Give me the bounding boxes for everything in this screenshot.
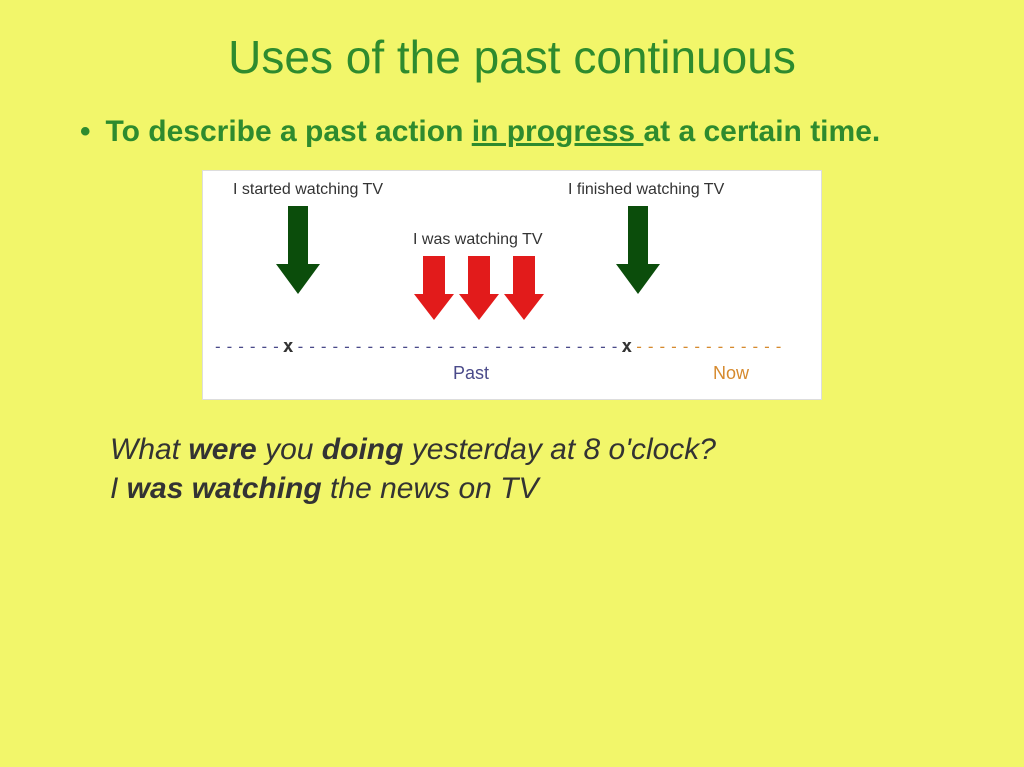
arrow-end-body [628, 206, 648, 264]
example-line-2: I was watching the news on TV [80, 469, 944, 508]
bullet-pre: To describe a past action [106, 115, 472, 148]
arrow-start-head [276, 264, 320, 294]
bullet-marker: • [80, 114, 91, 150]
red-arrow-3-head [504, 294, 544, 320]
red-arrow-2-head [459, 294, 499, 320]
label-start: I started watching TV [233, 181, 383, 199]
bullet-underlined: in progress [472, 115, 644, 148]
timeline-axis: ------x----------------------------x----… [213, 336, 811, 357]
example-line-1: What were you doing yesterday at 8 o'clo… [80, 430, 944, 469]
now-label: Now [713, 363, 749, 384]
red-arrow-3-body [513, 256, 535, 294]
past-label: Past [453, 363, 489, 384]
label-mid: I was watching TV [413, 231, 543, 249]
slide-title: Uses of the past continuous [80, 30, 944, 84]
bullet-post: at a certain time. [643, 115, 880, 148]
arrow-end-head [616, 264, 660, 294]
arrow-start-body [288, 206, 308, 264]
red-arrow-1-body [423, 256, 445, 294]
bullet-text: To describe a past action in progress at… [106, 114, 944, 150]
red-arrow-2-body [468, 256, 490, 294]
timeline-diagram: I started watching TV I finished watchin… [202, 170, 822, 400]
label-end: I finished watching TV [568, 181, 724, 199]
bullet-item: • To describe a past action in progress … [80, 114, 944, 150]
red-arrow-1-head [414, 294, 454, 320]
